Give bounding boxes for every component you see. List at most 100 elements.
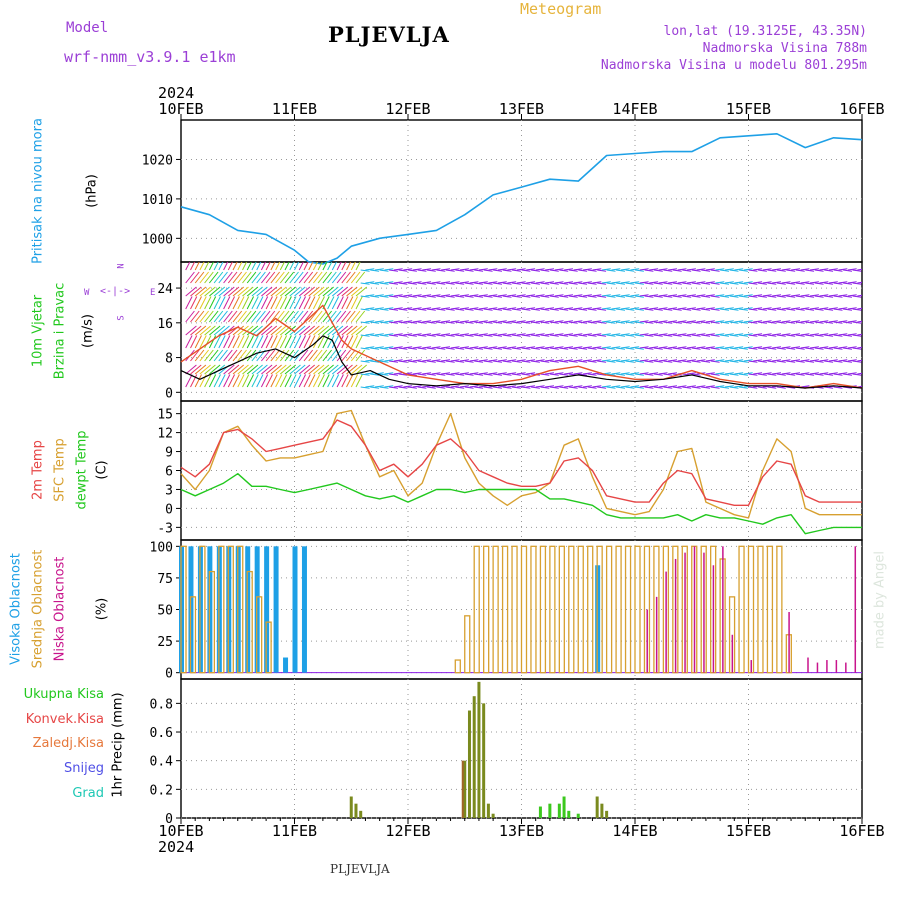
- wind-arrow: [417, 321, 427, 324]
- wind-arrow: [710, 373, 720, 376]
- wind-arrow: [833, 334, 843, 337]
- wind-arrow: [289, 262, 295, 271]
- wind-arrow: [516, 346, 526, 349]
- wind-arrow: [833, 321, 843, 324]
- wind-arrow: [488, 268, 498, 271]
- wind-arrow: [502, 334, 512, 337]
- wind-arrow: [634, 373, 644, 376]
- wind-arrow: [279, 349, 290, 362]
- wind-arrow: [422, 307, 432, 310]
- wind-arrow: [715, 320, 725, 323]
- wind-arrow: [738, 321, 748, 324]
- wind-arrow: [322, 325, 334, 336]
- wind-arrow: [303, 374, 311, 388]
- wind-arrow: [649, 346, 659, 349]
- wind-arrow: [204, 349, 214, 362]
- wind-arrow: [814, 282, 824, 285]
- wind-arrow: [190, 262, 196, 271]
- wind-arrow: [256, 364, 268, 375]
- wind-arrow: [644, 373, 654, 376]
- wind-arrow: [526, 281, 536, 284]
- y-tick-label-wind: 0: [165, 386, 173, 401]
- wind-arrow: [298, 296, 307, 310]
- wind-arrow: [616, 282, 626, 285]
- wind-arrow: [279, 286, 292, 297]
- wind-arrow: [389, 373, 399, 376]
- wind-arrow: [805, 295, 815, 298]
- wind-arrow: [298, 374, 307, 388]
- wind-arrow: [649, 294, 659, 297]
- wind-arrow: [852, 360, 862, 363]
- wind-arrow: [663, 386, 673, 389]
- wind-arrow: [279, 271, 290, 284]
- wind-arrow: [857, 333, 862, 336]
- wind-arrow: [360, 321, 370, 324]
- wind-arrow: [275, 286, 287, 297]
- wind-arrow: [658, 385, 668, 388]
- wind-arrow: [767, 269, 777, 272]
- wind-arrow: [355, 262, 361, 271]
- wind-arrow: [389, 321, 399, 324]
- wind-arrow: [436, 321, 446, 324]
- wind-arrow: [350, 271, 361, 284]
- wind-arrow: [417, 360, 427, 363]
- wind-arrow: [791, 268, 801, 271]
- wind-arrow: [554, 333, 564, 336]
- cloud-bar-low: [816, 662, 819, 673]
- wind-arrow: [502, 321, 512, 324]
- wind-arrow: [720, 386, 730, 389]
- wind-arrow: [256, 374, 264, 388]
- wind-arrow: [237, 374, 245, 388]
- wind-arrow: [738, 360, 748, 363]
- wind-arrow: [237, 296, 245, 310]
- wind-arrow: [772, 346, 782, 349]
- wind-arrow: [573, 281, 583, 284]
- wind-arrow: [649, 281, 659, 284]
- wind-arrow: [493, 282, 503, 285]
- wind-arrow: [738, 386, 748, 389]
- wind-arrow: [284, 286, 297, 297]
- wind-arrow: [720, 269, 730, 272]
- wind-arrow: [772, 294, 782, 297]
- wind-arrow: [422, 333, 432, 336]
- wind-arrow: [857, 307, 862, 310]
- wind-arrow: [559, 386, 569, 389]
- wind-arrow: [389, 269, 399, 272]
- y-tick-label-temp: 12: [157, 427, 173, 442]
- wind-arrow: [634, 321, 644, 324]
- wind-arrow: [672, 282, 682, 285]
- wind-arrow: [384, 307, 394, 310]
- cloud-bar-low: [693, 546, 696, 673]
- wind-arrow: [530, 269, 540, 272]
- wind-arrow: [620, 333, 630, 336]
- cloud-bar-mid: [549, 545, 556, 674]
- wind-arrow: [738, 295, 748, 298]
- wind-arrow: [431, 281, 441, 284]
- cloud-bar-mid: [256, 596, 263, 674]
- wind-arrow: [431, 333, 441, 336]
- wind-arrow: [365, 359, 375, 362]
- wind-arrow: [417, 334, 427, 337]
- dewpt-label: dewpt Temp: [74, 430, 90, 510]
- wind-arrow: [237, 364, 249, 375]
- wind-arrow: [805, 373, 815, 376]
- wind-arrow: [426, 321, 436, 324]
- wind-arrow: [724, 320, 734, 323]
- wind-arrow: [663, 282, 673, 285]
- wind-arrow: [493, 269, 503, 272]
- cloud-bar-low: [712, 565, 715, 673]
- wind-arrow: [663, 295, 673, 298]
- wind-arrow: [431, 346, 441, 349]
- wind-arrow: [705, 320, 715, 323]
- wind-arrow: [843, 321, 853, 324]
- wind-arrow: [497, 281, 507, 284]
- wind-arrow: [573, 320, 583, 323]
- wind-arrow: [218, 335, 226, 349]
- wind-arrow: [786, 321, 796, 324]
- wind-arrow: [270, 364, 282, 375]
- wind-arrow: [653, 308, 663, 311]
- wind-arrow: [573, 385, 583, 388]
- wind-arrow: [331, 374, 340, 388]
- wind-arrow: [260, 296, 269, 310]
- wind-arrow: [852, 347, 862, 350]
